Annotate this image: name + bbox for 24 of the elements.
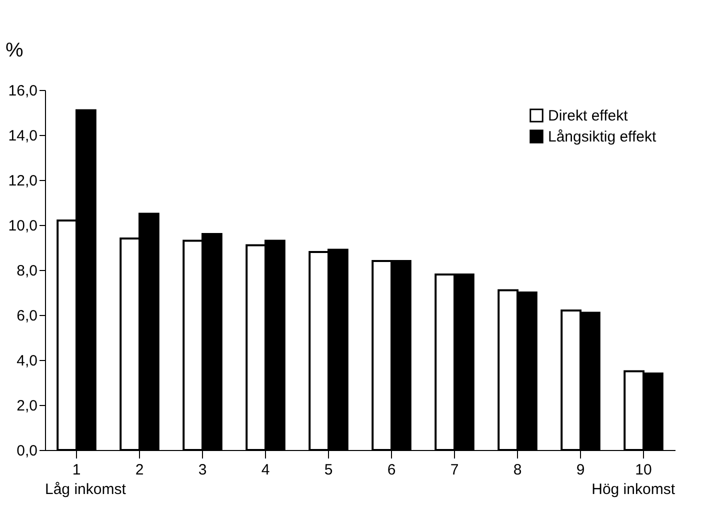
y-tick-label: 10,0: [8, 218, 38, 234]
y-tick-label: 4,0: [16, 352, 38, 370]
x-tick-label: 7: [450, 462, 459, 478]
x-tick-label: 4: [261, 462, 270, 478]
y-tick-label: 12,0: [8, 172, 38, 190]
y-tick-label: 2,0: [16, 398, 38, 414]
x-tick-label: 9: [576, 462, 585, 478]
y-tick-label: 6,0: [16, 308, 38, 324]
text: Låg inkomst: [45, 481, 127, 498]
text: Hög inkomst: [592, 481, 676, 498]
legend-label: Långsiktig effekt: [548, 128, 657, 146]
x-tick-label: 3: [198, 462, 207, 478]
y-tick-label: 16,0: [8, 82, 38, 100]
x-tick-label: 10: [635, 462, 652, 478]
x-tick-label: 8: [513, 462, 522, 478]
x-tick-label: 5: [324, 462, 333, 478]
y-tick-label: 14,0: [8, 128, 38, 144]
y-tick-label: 8,0: [16, 262, 38, 280]
y-axis-title: %: [6, 40, 24, 62]
x-tick-label: 2: [135, 462, 144, 478]
legend-label: Direkt effekt: [548, 108, 629, 124]
x-tick-label: 1: [72, 462, 81, 478]
x-tick-label: 6: [387, 462, 396, 478]
y-tick-label: 0,0: [16, 442, 38, 460]
